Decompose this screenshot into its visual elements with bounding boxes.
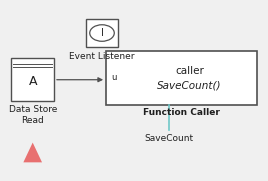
Text: caller: caller: [175, 66, 204, 76]
FancyBboxPatch shape: [86, 19, 118, 47]
FancyBboxPatch shape: [11, 58, 54, 101]
Text: SaveCount(): SaveCount(): [157, 80, 222, 90]
Text: Function Caller: Function Caller: [143, 108, 220, 117]
FancyBboxPatch shape: [106, 51, 257, 105]
Text: I: I: [100, 28, 103, 38]
Text: u: u: [111, 73, 116, 82]
Circle shape: [90, 25, 114, 41]
Text: SaveCount: SaveCount: [144, 134, 193, 143]
Text: A: A: [28, 75, 37, 88]
Text: Data Store
Read: Data Store Read: [9, 105, 57, 125]
Polygon shape: [23, 143, 42, 162]
Text: Event Listener: Event Listener: [69, 52, 135, 61]
